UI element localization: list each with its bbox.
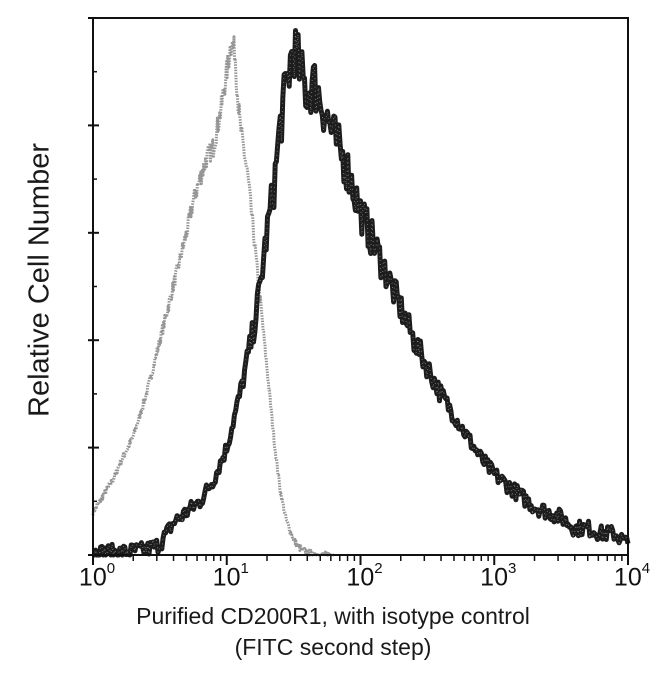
x-tick-label: 100 [78,560,116,592]
x-tick-label: 101 [212,560,249,592]
x-tick-label: 104 [613,560,650,592]
isotype-control-histogram [91,35,335,557]
cd200r1-histogram [91,28,631,558]
x-tick-label: 103 [480,560,517,592]
x-axis-label-subtitle: (FITC second step) [234,634,432,660]
series-layer [91,28,631,558]
x-axis-label: Purified CD200R1, with isotype control [136,603,530,629]
plot-frame [88,17,629,565]
x-tick-label: 102 [346,560,383,592]
y-axis-label: Relative Cell Number [23,143,56,417]
